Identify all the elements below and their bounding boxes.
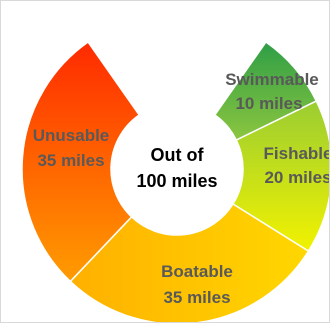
segment-boatable [69, 202, 310, 322]
segment-unusable [21, 40, 141, 283]
center-label-line2: 100 miles [136, 171, 217, 191]
label-fishable-value: 20 miles [264, 168, 330, 187]
center-label: Out of 100 miles [136, 145, 217, 191]
label-swimmable-value: 10 miles [235, 94, 302, 113]
center-label-line1: Out of [151, 145, 205, 165]
label-boatable-name: Boatable [161, 262, 233, 281]
label-unusable-value: 35 miles [37, 151, 104, 170]
label-unusable-name: Unusable [33, 126, 110, 145]
segment-fishable [231, 100, 329, 253]
data-labels: Swimmable 10 miles Fishable 20 miles Boa… [33, 70, 330, 307]
label-swimmable-name: Swimmable [225, 70, 319, 89]
segments-group [21, 40, 329, 322]
label-boatable-value: 35 miles [163, 288, 230, 307]
label-fishable-name: Fishable [264, 144, 330, 163]
